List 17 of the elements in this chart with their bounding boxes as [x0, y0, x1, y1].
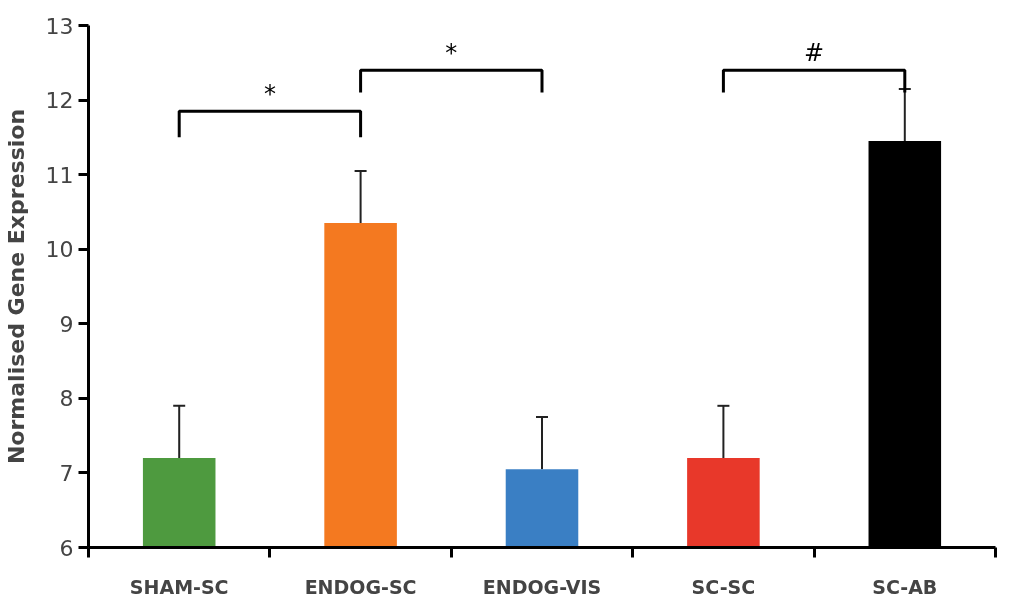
annotation: * [263, 80, 276, 109]
y-tick-label: 6 [59, 535, 74, 561]
y-tick-label: 9 [59, 311, 74, 337]
y-axis-title: Normalised Gene Expression [3, 108, 29, 465]
y-tick-label: 13 [45, 13, 74, 39]
x-tick-label: SHAM-SC [129, 575, 229, 598]
y-tick-label: 11 [45, 162, 74, 188]
x-tick-label: SC-AB [872, 575, 938, 598]
annotation: # [804, 39, 825, 68]
y-tick-label: 12 [45, 88, 74, 114]
x-tick-label: SC-SC [691, 575, 756, 598]
y-tick-label: 10 [45, 237, 74, 263]
x-tick-label: ENDOG-SC [304, 575, 417, 598]
y-tick-label: 8 [59, 386, 74, 412]
x-tick-label: ENDOG-VIS [482, 575, 602, 598]
y-tick-label: 7 [59, 460, 74, 486]
annotation: * [445, 39, 458, 68]
